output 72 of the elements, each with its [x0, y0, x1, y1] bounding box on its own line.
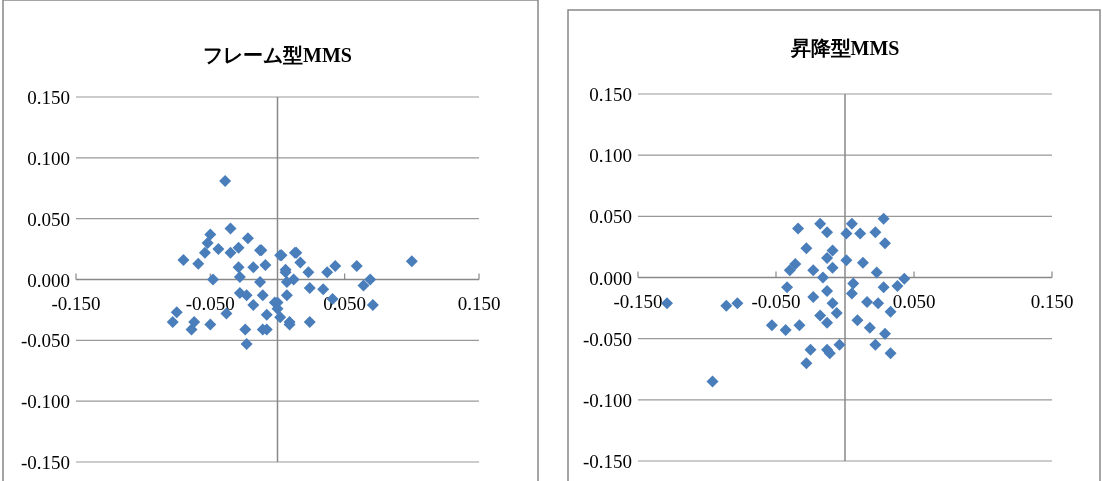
y-tick-label: -0.150 [582, 451, 632, 472]
y-tick-label: 0.000 [589, 267, 632, 289]
y-tick-label: 0.100 [27, 147, 70, 169]
point [789, 258, 802, 271]
y-tick-label: -0.100 [20, 391, 70, 413]
chart-title: フレーム型MMS [203, 44, 352, 66]
point [861, 295, 874, 308]
point [847, 277, 860, 290]
point [826, 297, 839, 310]
x-tick-label: -0.150 [51, 292, 101, 314]
y-tick-label: 0.150 [27, 87, 70, 108]
point [826, 261, 839, 274]
point [706, 375, 719, 388]
point [879, 237, 892, 250]
point [814, 217, 827, 230]
point [863, 321, 876, 334]
point [877, 281, 890, 294]
x-tick-label: 0.150 [1030, 290, 1074, 312]
point [792, 222, 805, 235]
x-tick-label: 0.150 [457, 292, 501, 314]
point [856, 256, 869, 269]
y-tick-label: -0.100 [582, 389, 632, 411]
x-tick-label: 0.050 [892, 290, 936, 312]
point [898, 272, 911, 285]
point [821, 284, 834, 297]
point [781, 281, 794, 294]
point [821, 316, 834, 329]
y-tick-label: -0.150 [20, 452, 70, 473]
x-tick-label: -0.050 [185, 292, 235, 314]
point [793, 319, 806, 332]
y-tick-label: -0.050 [20, 330, 70, 352]
point [833, 338, 846, 351]
point [872, 297, 885, 310]
point [845, 287, 858, 300]
point [731, 297, 744, 310]
y-tick-label: 0.150 [589, 84, 632, 105]
point [840, 254, 853, 267]
point [870, 266, 883, 279]
y-tick-label: 0.050 [589, 206, 632, 228]
point [821, 251, 834, 264]
point [823, 347, 836, 360]
point [840, 227, 853, 240]
y-tick-label: -0.050 [582, 328, 632, 350]
point [807, 291, 820, 304]
y-tick-label: 0.000 [27, 269, 70, 291]
point [884, 347, 897, 360]
x-tick-label: -0.150 [613, 290, 663, 312]
point [765, 319, 778, 332]
point [720, 299, 733, 312]
chart-title: 昇降型MMS [789, 37, 900, 59]
point [800, 357, 813, 370]
point [845, 217, 858, 230]
point [800, 242, 813, 255]
y-tick-label: 0.050 [27, 208, 70, 230]
point [851, 314, 864, 327]
point [826, 244, 839, 257]
point [807, 264, 820, 277]
point [783, 264, 796, 277]
point [830, 306, 843, 319]
point [816, 271, 829, 284]
point [814, 309, 827, 322]
point [869, 338, 882, 351]
point [869, 226, 882, 239]
x-tick-label: -0.050 [751, 290, 801, 312]
point [779, 324, 792, 337]
point [891, 280, 904, 293]
point [804, 343, 817, 356]
point [879, 327, 892, 340]
point [854, 227, 867, 240]
y-tick-label: 0.100 [589, 145, 632, 167]
point [821, 226, 834, 239]
point [877, 212, 890, 225]
